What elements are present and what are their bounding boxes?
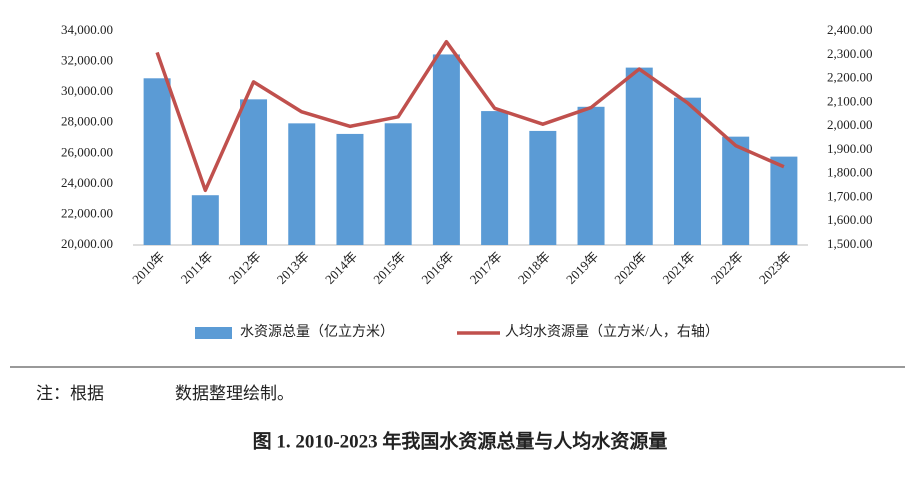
x-tick-label: 2023年: [756, 249, 794, 287]
bar: [143, 78, 171, 245]
y2-tick-label: 2,300.00: [827, 46, 873, 61]
y-tick-label: 20,000.00: [61, 236, 113, 251]
x-tick-label: 2019年: [563, 249, 601, 287]
x-tick-label: 2021年: [660, 249, 698, 287]
x-tick-label: 2015年: [370, 249, 408, 287]
x-tick-label: 2016年: [418, 249, 456, 287]
bar: [577, 106, 605, 246]
legend-swatch: [195, 327, 232, 339]
bar: [240, 99, 268, 245]
y-tick-label: 30,000.00: [61, 83, 113, 98]
y-tick-label: 28,000.00: [61, 114, 113, 129]
x-tick-label: 2017年: [467, 249, 505, 287]
x-tick-label: 2012年: [226, 249, 264, 287]
x-tick-label: 2013年: [274, 249, 312, 287]
x-tick-label: 2014年: [322, 249, 360, 287]
y2-tick-label: 1,700.00: [827, 188, 873, 203]
y2-tick-label: 2,200.00: [827, 70, 873, 85]
x-tick-label: 2010年: [129, 249, 167, 287]
y2-tick-label: 2,400.00: [827, 22, 873, 37]
bar: [722, 136, 750, 245]
y-tick-label: 34,000.00: [61, 22, 113, 37]
y-tick-label: 22,000.00: [61, 205, 113, 220]
y2-tick-label: 2,000.00: [827, 117, 873, 132]
bar: [770, 156, 798, 245]
x-tick-label: 2020年: [611, 249, 649, 287]
y-tick-label: 32,000.00: [61, 53, 113, 68]
y-tick-label: 24,000.00: [61, 175, 113, 190]
bar: [481, 111, 509, 246]
bar: [625, 67, 653, 245]
y2-tick-label: 1,500.00: [827, 236, 873, 251]
bar: [191, 195, 219, 245]
x-tick-label: 2022年: [708, 249, 746, 287]
legend-label: 人均水资源量（立方米/人，右轴）: [505, 324, 719, 340]
line: [155, 39, 785, 193]
x-tick-label: 2011年: [178, 249, 216, 287]
caption: 图 1. 2010-2023 年我国水资源总量与人均水资源量: [253, 429, 668, 452]
note: 注：根据: [36, 384, 104, 403]
y-tick-label: 26,000.00: [61, 144, 113, 159]
bar: [673, 97, 701, 245]
bar: [529, 130, 557, 245]
bar: [336, 133, 364, 245]
bar: [288, 123, 316, 245]
bar: [432, 54, 460, 245]
x-tick-label: 2018年: [515, 249, 553, 287]
note: 数据整理绘制。: [175, 384, 294, 403]
y2-tick-label: 1,800.00: [827, 165, 873, 180]
bar: [384, 123, 412, 245]
y2-tick-label: 1,600.00: [827, 212, 873, 227]
legend-label: 水资源总量（亿立方米）: [240, 324, 394, 340]
y2-tick-label: 1,900.00: [827, 141, 873, 156]
y2-tick-label: 2,100.00: [827, 93, 873, 108]
